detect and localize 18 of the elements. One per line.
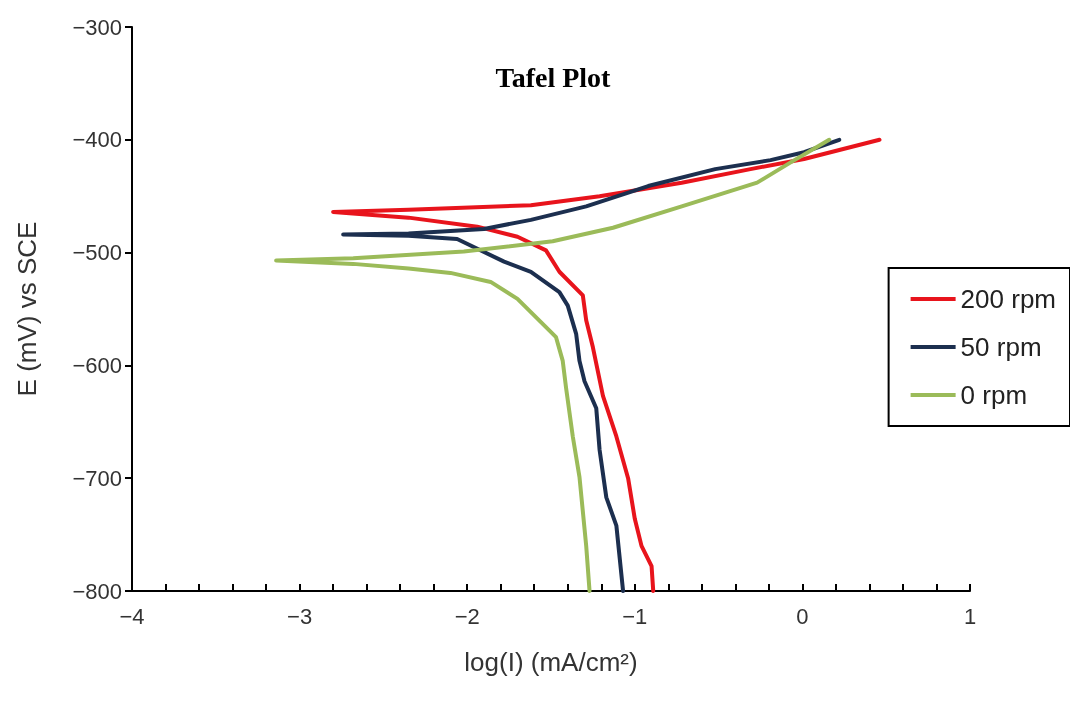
y-tick-label: −300 [72, 14, 122, 40]
x-tick-label: −3 [287, 603, 313, 629]
y-axis-title: E (mV) vs SCE [12, 221, 42, 397]
y-tick-label: −700 [72, 465, 122, 491]
x-tick-label: −2 [454, 603, 480, 629]
legend-label: 0 rpm [960, 380, 1028, 410]
legend-label: 50 rpm [960, 332, 1042, 362]
x-tick-label: −4 [119, 603, 145, 629]
x-tick-label: −1 [622, 603, 648, 629]
x-axis-title: log(I) (mA/cm²) [464, 647, 638, 677]
y-tick-label: −500 [72, 240, 122, 266]
y-tick-label: −600 [72, 352, 122, 378]
text: Tafel Plot [495, 61, 612, 93]
y-tick-label: −800 [72, 578, 122, 604]
y-tick-label: −400 [72, 127, 122, 153]
x-tick-label: 1 [963, 603, 977, 629]
legend-label: 200 rpm [960, 284, 1057, 314]
x-tick-label: 0 [796, 603, 809, 629]
